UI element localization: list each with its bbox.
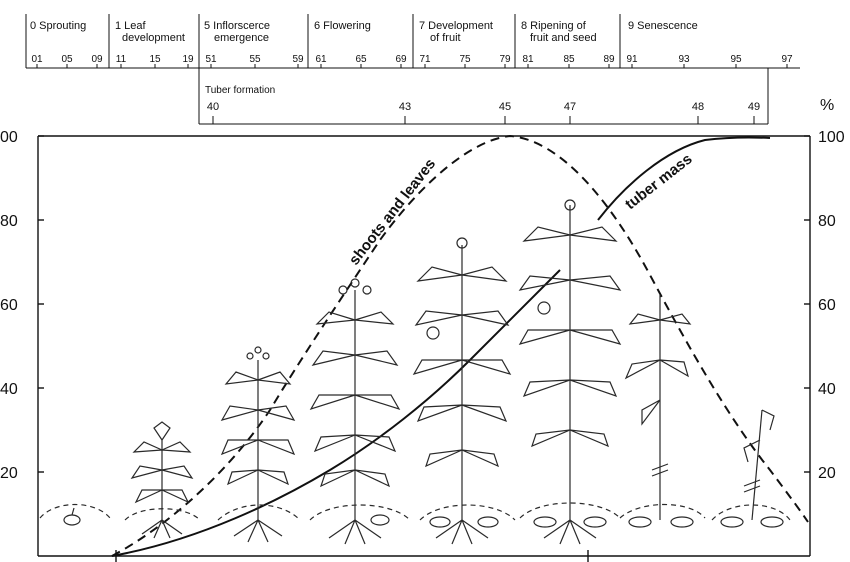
stage-6-title: 6 Flowering (314, 20, 371, 32)
stage-code: 55 (249, 54, 261, 65)
stage-code: 71 (419, 54, 431, 65)
stage-code: 79 (499, 54, 511, 65)
stage-1-title-line2: development (122, 32, 185, 44)
plant-ripening (518, 199, 622, 545)
left-axis-tick-label: 00 (0, 129, 18, 146)
stage-code: 59 (292, 54, 304, 65)
left-axis-tick-label: 40 (0, 381, 18, 398)
stage-code: 61 (315, 54, 327, 65)
stage-code-ticks (36, 64, 788, 68)
tuber-code: 43 (399, 101, 411, 113)
stage-5-title: 5 Inflorscerce (204, 20, 270, 32)
stage-code: 19 (182, 54, 194, 65)
stage-9-title: 9 Senescence (628, 20, 698, 32)
right-axis-tick-label: 80 (818, 213, 836, 230)
stage-7-title-line2: of fruit (430, 32, 461, 44)
tuber-mass-curve-late (597, 136, 771, 221)
tuber-formation-band (198, 68, 769, 125)
tuber-code: 49 (748, 101, 760, 113)
stage-code: 01 (31, 54, 43, 65)
stage-code: 97 (781, 54, 793, 65)
right-axis-tick-label: 60 (818, 297, 836, 314)
plant-dead-haulm (711, 409, 791, 528)
stage-code: 89 (603, 54, 615, 65)
tuber-code: 48 (692, 101, 704, 113)
plot-frame (37, 135, 811, 562)
stage-code: 15 (149, 54, 161, 65)
stage-code: 69 (395, 54, 407, 65)
stage-8-title-line2: fruit and seed (530, 32, 597, 44)
tuber-code: 47 (564, 101, 576, 113)
plant-sprouting (39, 503, 111, 526)
tuber-code: 40 (207, 101, 219, 113)
plant-flowering (309, 278, 411, 545)
plant-senescence (619, 295, 706, 528)
right-axis-tick-label: 100 (818, 129, 845, 146)
stage-1-title: 1 Leaf (115, 20, 147, 32)
left-axis-tick-label: 20 (0, 465, 18, 482)
tuber-mass-curve-early (111, 269, 561, 557)
stage-code: 93 (678, 54, 690, 65)
left-axis-tick-label: 60 (0, 297, 18, 314)
right-axis-tick-label: 20 (818, 465, 836, 482)
stage-0-title: 0 Sprouting (30, 20, 86, 32)
stage-code: 91 (626, 54, 638, 65)
shoots-and-leaves-label: shoots and leaves (346, 156, 439, 269)
plant-leaf-development (124, 421, 201, 539)
plant-fruit-development (412, 237, 516, 545)
stage-code: 65 (355, 54, 367, 65)
plant-illustrations (39, 199, 791, 545)
stage-code: 85 (563, 54, 575, 65)
stage-code: 51 (205, 54, 217, 65)
stage-8-title: 8 Ripening of (521, 20, 587, 32)
plant-inflorescence (217, 346, 301, 543)
right-axis-tick-label: 40 (818, 381, 836, 398)
tuber-formation-title: Tuber formation (205, 85, 275, 96)
stage-code: 75 (459, 54, 471, 65)
stage-code: 05 (61, 54, 73, 65)
shoots-and-leaves-curve (111, 134, 809, 557)
stage-code: 09 (91, 54, 103, 65)
stage-code: 81 (522, 54, 534, 65)
percent-symbol: % (820, 97, 834, 114)
stage-5-title-line2: emergence (214, 32, 269, 44)
stage-7-title: 7 Development (419, 20, 493, 32)
left-axis-tick-label: 80 (0, 213, 18, 230)
stage-code: 95 (730, 54, 742, 65)
tuber-code: 45 (499, 101, 511, 113)
stage-code: 11 (116, 54, 127, 65)
